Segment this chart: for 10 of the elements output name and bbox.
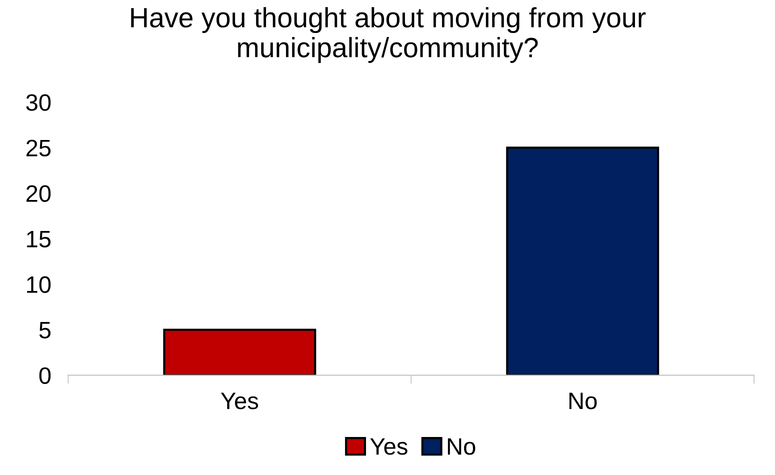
legend-label: Yes <box>370 438 408 455</box>
y-tick-label: 15 <box>27 231 51 248</box>
y-tick-label: 25 <box>26 140 51 156</box>
y-tick-label: 30 <box>26 94 51 111</box>
y-tick-label: 10 <box>27 276 51 293</box>
y-tick-label: 0 <box>39 367 51 384</box>
y-tick-label: 20 <box>26 185 51 202</box>
chart-title: Have you thought about moving from your municipality/community? <box>131 7 646 63</box>
y-tick-label: 5 <box>39 322 51 339</box>
legend-label: No <box>448 438 476 455</box>
